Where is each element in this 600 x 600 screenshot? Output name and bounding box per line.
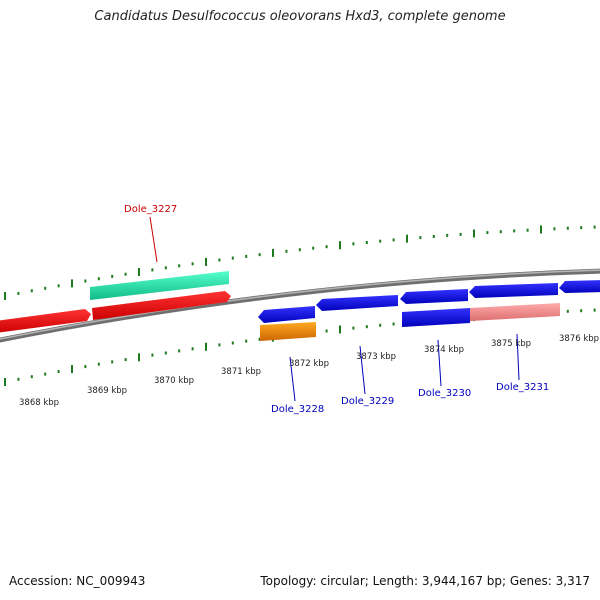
gene-arrow-blue-dole-3228[interactable] [258, 306, 315, 323]
scale-label: 3876 kbp [559, 334, 599, 344]
gene-label-dole-3227[interactable]: Dole_3227 [124, 204, 177, 215]
gene-arrow-red-dole-3227[interactable] [92, 291, 231, 320]
genome-backbone [0, 268, 600, 343]
feature-teal-dole-3227[interactable] [90, 271, 229, 300]
leader-line-dole-3228 [289, 356, 296, 402]
scale-label: 3868 kbp [19, 398, 59, 408]
scale-label: 3873 kbp [356, 352, 396, 362]
scale-label: 3872 kbp [289, 359, 329, 369]
accession-text: Accession: NC_009943 [9, 574, 146, 588]
gene-label-dole-3231[interactable]: Dole_3231 [496, 382, 549, 393]
gene-arrow-blue-dole-3229[interactable] [316, 295, 398, 311]
gene-arrow-red-left[interactable] [0, 309, 91, 333]
scale-label: 3870 kbp [154, 376, 194, 386]
gene-arrow-blue-dole-3231[interactable] [469, 283, 558, 298]
scale-label: 3871 kbp [221, 367, 261, 377]
gene-label-dole-3229[interactable]: Dole_3229 [341, 396, 394, 407]
genome-summary-text: Topology: circular; Length: 3,944,167 bp… [260, 574, 590, 588]
forward-strand-ticks [4, 225, 596, 300]
gene-arrow-blue-right[interactable] [559, 280, 600, 293]
leader-line-dole-3231 [516, 333, 520, 381]
scale-label: 3875 kbp [491, 339, 531, 349]
leader-line-dole-3230 [437, 339, 442, 387]
map-title: Candidatus Desulfococcus oleovorans Hxd3… [94, 9, 506, 24]
scale-label: 3869 kbp [87, 386, 127, 396]
gene-label-dole-3230[interactable]: Dole_3230 [418, 388, 471, 399]
leader-line-dole-3227 [149, 216, 158, 263]
feature-blue-dole-3230[interactable] [402, 308, 470, 327]
leader-line-dole-3229 [359, 345, 366, 395]
feature-orange-dole-3228[interactable] [260, 322, 316, 341]
gene-label-dole-3228[interactable]: Dole_3228 [271, 404, 324, 415]
genome-backbone-highlight [0, 269, 600, 340]
gene-arrow-blue-dole-3230-a[interactable] [400, 289, 468, 304]
feature-pink-dole-3231[interactable] [470, 303, 560, 321]
scale-label: 3874 kbp [424, 345, 464, 355]
